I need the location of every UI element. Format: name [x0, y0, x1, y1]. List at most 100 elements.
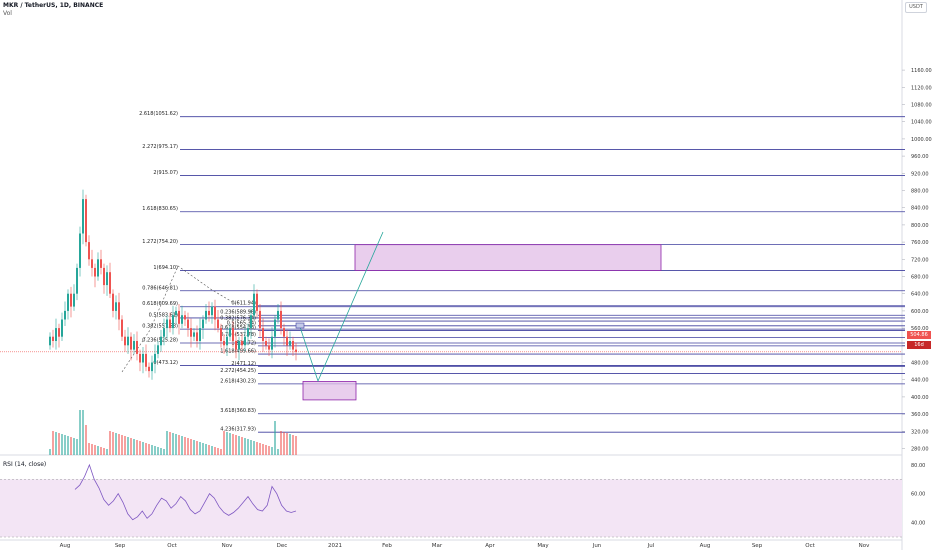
candle-body: [64, 310, 66, 320]
volume-bar: [52, 431, 54, 455]
volume-bar: [85, 425, 87, 455]
price-tick-label: 440.00: [911, 378, 929, 384]
volume-bar: [91, 444, 93, 455]
volume-bar: [208, 445, 210, 455]
price-tick-label: 1040.00: [911, 120, 932, 126]
candle-body: [145, 353, 147, 367]
fib-label-lower: 3.618(360.83): [220, 408, 256, 414]
candle-body: [262, 328, 264, 341]
trend-dashed-line: [121, 265, 237, 373]
price-tick-label: 560.00: [911, 326, 929, 332]
price-tick-label: 920.00: [911, 171, 929, 177]
price-tick-label: 400.00: [911, 395, 929, 401]
candle-body: [268, 345, 270, 350]
rsi-line: [74, 463, 297, 521]
volume-bar: [175, 434, 177, 455]
candle-body: [67, 293, 69, 311]
volume-bar: [274, 421, 276, 455]
candle-body: [103, 267, 105, 286]
fib-label-lower: 4.236(317.93): [220, 427, 256, 433]
fib-label-upper: 1.618(830.65): [142, 206, 178, 212]
candle-body: [253, 293, 255, 316]
candle-body: [139, 353, 141, 363]
price-tick-label: 360.00: [911, 412, 929, 418]
volume-bar: [199, 442, 201, 455]
candle-body: [112, 293, 114, 311]
volume-bar: [112, 432, 114, 455]
volume-bar: [292, 435, 294, 455]
price-tick-label: 640.00: [911, 292, 929, 298]
volume-bar: [247, 439, 249, 455]
volume-bar: [241, 437, 243, 455]
volume-bar: [70, 437, 72, 455]
candle-body: [226, 336, 228, 346]
last-price-tag: 504.86: [907, 331, 931, 339]
candle-body: [91, 259, 93, 268]
fib-label-upper: 2(915.07): [153, 170, 178, 176]
candle-body: [148, 366, 150, 372]
volume-bar: [88, 443, 90, 455]
volume-bar: [205, 444, 207, 455]
rsi-tick-label: 40.00: [911, 521, 925, 527]
candle-body: [211, 306, 213, 316]
fib-label-upper: 0(473.12): [153, 360, 178, 366]
candle-body: [271, 336, 273, 350]
candle-body: [259, 310, 261, 329]
price-tick-label: 800.00: [911, 223, 929, 229]
volume-bar: [286, 433, 288, 455]
candle-body: [151, 362, 153, 372]
currency-badge[interactable]: USDT: [905, 2, 927, 13]
volume-bar: [226, 432, 228, 455]
candle-body: [235, 341, 237, 350]
candle-body: [232, 328, 234, 341]
fib-label-lower: 1.618(499.66): [220, 349, 256, 355]
volume-bar: [97, 446, 99, 455]
candle-body: [169, 319, 171, 329]
price-marker: [295, 322, 305, 329]
volume-bar: [238, 436, 240, 455]
candle-body: [52, 336, 54, 341]
time-axis-label: Dec: [277, 543, 288, 549]
volume-bar: [211, 446, 213, 455]
volume-bar: [58, 433, 60, 455]
volume-bar: [118, 434, 120, 455]
volume-bar: [190, 439, 192, 455]
fib-label-upper: 1(694.10): [153, 265, 178, 271]
time-axis-label: Nov: [222, 543, 233, 549]
candle-body: [154, 353, 156, 363]
volume-bar: [151, 445, 153, 455]
candle-body: [196, 332, 198, 341]
time-axis-label: Nov: [859, 543, 870, 549]
price-tick-label: 320.00: [911, 429, 929, 435]
candle-body: [157, 345, 159, 354]
volume-bar: [130, 438, 132, 455]
volume-bar: [235, 435, 237, 455]
volume-bar: [166, 431, 168, 455]
time-axis-label: May: [537, 543, 549, 549]
candle-body: [181, 315, 183, 324]
volume-bar: [250, 440, 252, 455]
candle-body: [163, 328, 165, 337]
symbol-title: MKR / TetherUS, 1D, BINANCE: [3, 2, 104, 9]
volume-bar: [268, 446, 270, 455]
volume-bar: [109, 431, 111, 455]
fib-label-lower: 0.382(576.34): [220, 316, 256, 322]
candle-body: [241, 341, 243, 346]
candle-body: [115, 302, 117, 311]
fib-label-lower: 2.618(430.23): [220, 378, 256, 384]
price-tick-label: 280.00: [911, 447, 929, 453]
volume-bar: [214, 447, 216, 455]
time-axis-label: 2021: [328, 543, 342, 549]
price-tick-label: 1120.00: [911, 85, 932, 91]
volume-bar: [133, 439, 135, 455]
volume-bar: [160, 448, 162, 455]
volume-bar: [61, 434, 63, 455]
price-tick-label: 1000.00: [911, 137, 932, 143]
candle-body: [118, 302, 120, 320]
candle-body: [190, 328, 192, 337]
candle-body: [223, 341, 225, 346]
volume-bar: [100, 447, 102, 455]
candle-body: [76, 267, 78, 294]
fib-label-lower: 1(518.72): [231, 340, 256, 346]
